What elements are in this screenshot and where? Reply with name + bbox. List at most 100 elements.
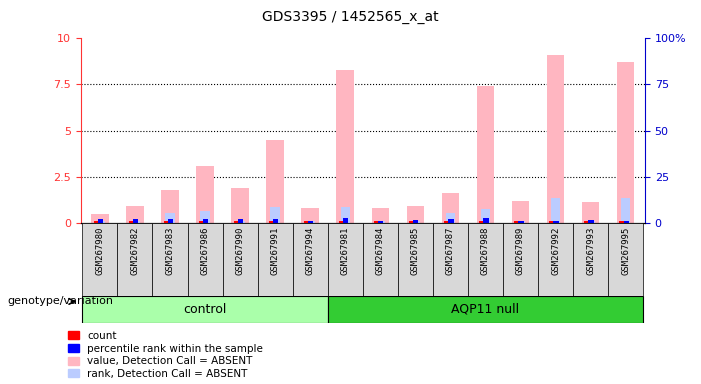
Bar <box>515 220 519 223</box>
Bar <box>414 220 418 223</box>
Text: GSM267989: GSM267989 <box>516 227 525 275</box>
Text: GSM267988: GSM267988 <box>481 227 490 275</box>
Bar <box>516 220 525 223</box>
Text: genotype/variation: genotype/variation <box>7 296 113 306</box>
Bar <box>379 220 383 223</box>
Bar <box>484 218 489 223</box>
Bar <box>203 218 208 223</box>
Bar <box>234 220 239 223</box>
Text: GSM267987: GSM267987 <box>446 227 455 275</box>
Bar <box>449 218 454 223</box>
Bar <box>258 223 293 296</box>
Bar <box>585 220 590 223</box>
Bar <box>589 220 594 223</box>
Bar <box>586 220 595 223</box>
Bar <box>376 220 385 223</box>
Bar <box>442 193 459 223</box>
Text: GSM267983: GSM267983 <box>165 227 175 275</box>
Legend: count, percentile rank within the sample, value, Detection Call = ABSENT, rank, : count, percentile rank within the sample… <box>68 331 263 379</box>
Text: control: control <box>184 303 226 316</box>
Bar <box>481 209 490 223</box>
Bar <box>126 206 144 223</box>
Text: GSM267984: GSM267984 <box>376 227 385 275</box>
Bar <box>271 207 280 223</box>
Bar <box>608 223 643 296</box>
Bar <box>268 220 274 223</box>
Bar <box>98 219 103 223</box>
Bar <box>293 223 328 296</box>
Text: GSM267986: GSM267986 <box>200 227 210 275</box>
Bar <box>411 220 420 223</box>
Bar <box>477 86 494 223</box>
Bar <box>327 223 363 296</box>
Bar <box>468 223 503 296</box>
Bar <box>199 220 204 223</box>
Text: GSM267993: GSM267993 <box>586 227 595 275</box>
Bar <box>200 211 210 223</box>
Bar <box>550 220 554 223</box>
Bar <box>336 70 354 223</box>
Bar <box>446 213 455 223</box>
Bar <box>304 220 309 223</box>
Bar <box>374 220 379 223</box>
Bar <box>363 223 398 296</box>
Bar <box>407 206 424 223</box>
Bar <box>341 207 350 223</box>
Text: GSM267991: GSM267991 <box>271 227 280 275</box>
Bar <box>91 214 109 223</box>
Bar <box>168 218 173 223</box>
Bar <box>479 220 484 223</box>
Bar <box>339 220 344 223</box>
Bar <box>624 220 629 223</box>
Bar <box>94 220 99 223</box>
Bar <box>308 220 313 223</box>
Bar <box>551 198 560 223</box>
Bar <box>236 220 245 223</box>
Bar <box>621 198 630 223</box>
Bar <box>398 223 433 296</box>
Bar <box>547 55 564 223</box>
Bar <box>161 190 179 223</box>
Bar <box>164 220 169 223</box>
Text: AQP11 null: AQP11 null <box>451 303 519 316</box>
Bar <box>372 208 389 223</box>
Bar <box>153 223 187 296</box>
Bar <box>343 218 348 223</box>
Bar <box>512 200 529 223</box>
Bar <box>95 220 104 223</box>
Bar <box>444 220 449 223</box>
Bar <box>538 223 573 296</box>
Bar <box>306 220 315 223</box>
Bar <box>273 218 278 223</box>
Bar <box>223 223 258 296</box>
Bar <box>165 213 175 223</box>
Bar <box>519 220 524 223</box>
Text: GSM267995: GSM267995 <box>621 227 630 275</box>
Bar <box>231 188 249 223</box>
Text: GSM267992: GSM267992 <box>551 227 560 275</box>
Bar <box>433 223 468 296</box>
Text: GSM267994: GSM267994 <box>306 227 315 275</box>
Bar <box>554 220 559 223</box>
Bar <box>573 223 608 296</box>
Bar <box>238 219 243 223</box>
Bar <box>327 296 644 323</box>
Bar <box>301 208 319 223</box>
Bar <box>266 140 284 223</box>
Bar <box>582 202 599 223</box>
Bar <box>118 223 153 296</box>
Bar <box>133 219 138 223</box>
Bar <box>130 220 139 223</box>
Bar <box>83 223 118 296</box>
Bar <box>620 220 625 223</box>
Text: GDS3395 / 1452565_x_at: GDS3395 / 1452565_x_at <box>262 10 439 23</box>
Text: GSM267981: GSM267981 <box>341 227 350 275</box>
Bar <box>503 223 538 296</box>
Text: GSM267982: GSM267982 <box>130 227 139 275</box>
Text: GSM267985: GSM267985 <box>411 227 420 275</box>
Bar <box>409 220 414 223</box>
Bar <box>129 220 134 223</box>
Bar <box>83 296 327 323</box>
Bar <box>196 166 214 223</box>
Text: GSM267990: GSM267990 <box>236 227 245 275</box>
